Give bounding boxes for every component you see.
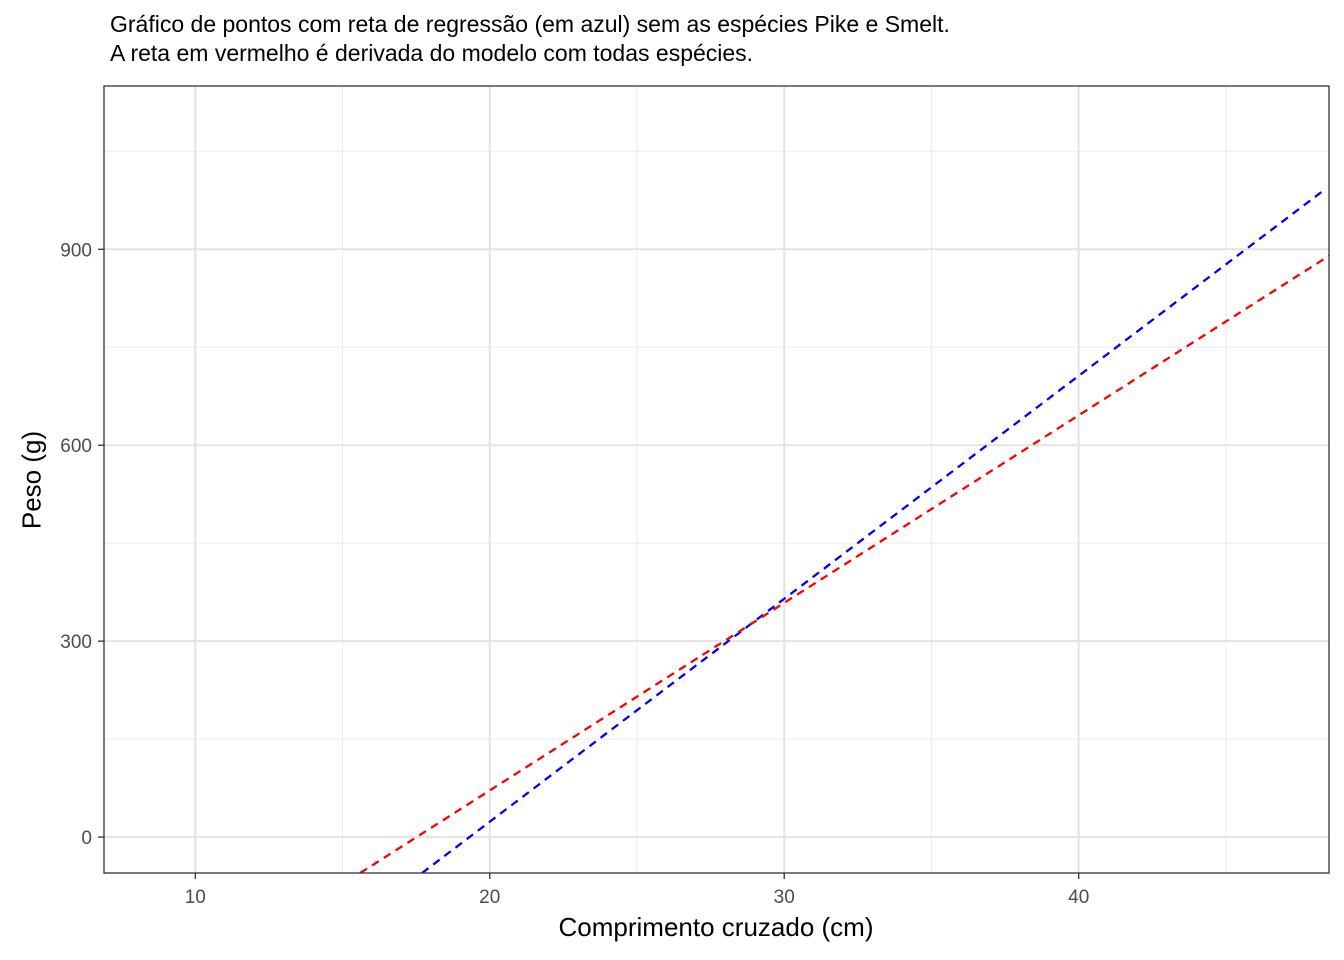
chart-title: Gráfico de pontos com reta de regressão …	[110, 11, 950, 37]
panel-border	[103, 85, 1330, 874]
panel-background	[104, 86, 1329, 873]
x-tick-label: 20	[479, 887, 500, 908]
y-axis-label: Peso (g)	[16, 430, 47, 530]
y-tick-label: 0	[81, 828, 92, 849]
regression-line-1	[421, 187, 1327, 873]
regression-line-2	[359, 254, 1329, 873]
chart-title-block: Gráfico de pontos com reta de regressão …	[110, 10, 950, 68]
y-tick-label: 900	[60, 240, 92, 261]
y-tick-label: 300	[60, 632, 92, 653]
y-tick-label: 600	[60, 436, 92, 457]
x-tick-label: 40	[1068, 887, 1089, 908]
x-tick-label: 10	[185, 887, 206, 908]
x-axis-label: Comprimento cruzado (cm)	[558, 912, 874, 942]
x-tick-label: 30	[774, 887, 795, 908]
chart-subtitle: A reta em vermelho é derivada do modelo …	[110, 40, 754, 66]
